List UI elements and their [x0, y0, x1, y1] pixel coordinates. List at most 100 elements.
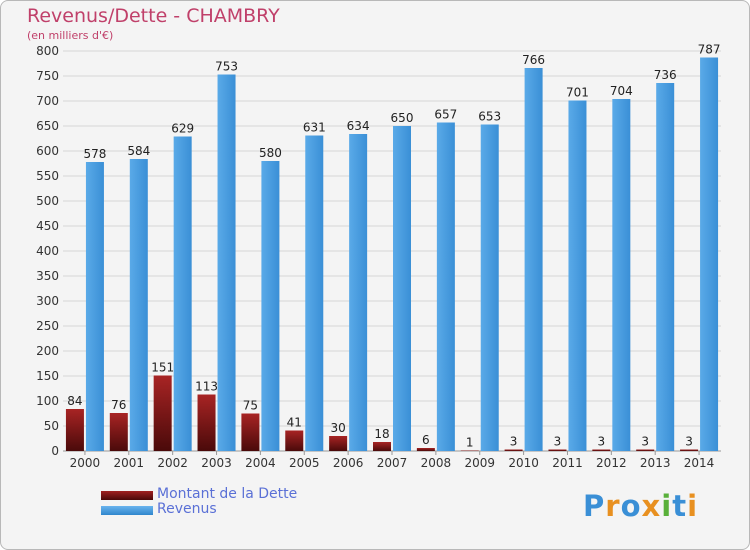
logo-letter: x	[641, 489, 662, 523]
bar-revenus	[568, 100, 587, 451]
proxiti-logo: Proxiti	[583, 489, 698, 523]
value-label-dette: 75	[243, 399, 258, 413]
logo-letter: o	[620, 489, 642, 523]
value-label-revenus: 584	[127, 144, 150, 158]
bar-chart: 0 50 100 150 200 250 300 350 400 450 500 550 600 650 7…	[36, 43, 721, 470]
gridlines	[63, 50, 721, 452]
value-label-dette: 18	[374, 427, 389, 441]
bar-dette	[416, 448, 435, 451]
x-tick-label: 2005	[289, 456, 320, 470]
bar-dette	[329, 436, 348, 451]
bar-revenus	[85, 162, 104, 451]
bar-revenus	[349, 134, 368, 451]
bar-dette	[504, 449, 523, 451]
bar-dette	[636, 449, 655, 451]
value-label-revenus: 701	[566, 86, 589, 100]
value-label-dette: 3	[641, 435, 649, 449]
value-label-dette: 1	[466, 436, 474, 450]
y-tick-label: 450	[36, 219, 59, 233]
y-tick-label: 550	[36, 169, 59, 183]
bar-revenus	[217, 74, 236, 451]
legend-swatch-revenus	[101, 506, 153, 515]
x-tick-label: 2004	[245, 456, 276, 470]
x-tick-label: 2009	[464, 456, 495, 470]
y-tick-label: 250	[36, 319, 59, 333]
bar-dette	[197, 394, 216, 451]
y-tick-label: 100	[36, 394, 59, 408]
x-tick-label: 2001	[114, 456, 145, 470]
y-tick-label: 50	[44, 419, 59, 433]
value-label-revenus: 787	[698, 43, 721, 57]
logo-letter: i	[687, 489, 699, 523]
y-tick-label: 800	[36, 44, 59, 58]
chart-title: Revenus/Dette - CHAMBRY	[27, 5, 280, 27]
x-tick-label: 2014	[684, 456, 715, 470]
bar-revenus	[656, 83, 675, 451]
bar-dette	[592, 449, 611, 451]
x-tick-label: 2002	[157, 456, 188, 470]
x-tick-label: 2003	[201, 456, 232, 470]
legend-label-dette: Montant de la Dette	[157, 486, 298, 502]
x-tick-label: 2013	[640, 456, 671, 470]
x-tick-label: 2008	[421, 456, 452, 470]
y-axis: 0 50 100 150 200 250 300 350 400 450 500 550 600 650 7…	[36, 44, 721, 458]
value-label-revenus: 580	[259, 146, 282, 160]
x-tick-label: 2012	[596, 456, 627, 470]
bar-dette	[65, 409, 84, 451]
value-label-revenus: 657	[434, 108, 457, 122]
value-label-dette: 3	[598, 435, 606, 449]
bar-revenus	[612, 99, 631, 451]
x-tick-label: 2011	[552, 456, 583, 470]
bar-dette	[460, 450, 479, 451]
bar-revenus	[129, 159, 148, 451]
y-tick-label: 500	[36, 194, 59, 208]
y-tick-label: 350	[36, 269, 59, 283]
legend-swatch-dette	[101, 491, 153, 500]
value-labels: 8457876584151629113753755804163130634186…	[67, 43, 720, 450]
logo-letter: r	[605, 489, 621, 523]
value-label-revenus: 578	[83, 147, 106, 161]
value-label-dette: 30	[330, 421, 345, 435]
value-label-dette: 6	[422, 433, 430, 447]
value-label-revenus: 736	[654, 68, 677, 82]
value-label-dette: 151	[151, 361, 174, 375]
value-label-dette: 3	[685, 435, 693, 449]
logo-letter: P	[583, 489, 606, 523]
bar-revenus	[436, 122, 455, 451]
value-label-dette: 3	[554, 435, 562, 449]
value-label-revenus: 650	[391, 111, 414, 125]
logo-letter: i	[661, 489, 673, 523]
y-tick-label: 700	[36, 94, 59, 108]
value-label-revenus: 629	[171, 122, 194, 136]
x-tick-label: 2007	[377, 456, 408, 470]
bar-revenus	[173, 136, 192, 451]
value-label-revenus: 753	[215, 60, 238, 74]
value-label-revenus: 634	[347, 119, 370, 133]
bar-dette	[285, 430, 304, 451]
x-tick-label: 2000	[70, 456, 101, 470]
bar-dette	[680, 449, 699, 451]
y-tick-label: 300	[36, 294, 59, 308]
legend-label-revenus: Revenus	[157, 501, 217, 517]
value-label-revenus: 631	[303, 121, 326, 135]
y-tick-label: 600	[36, 144, 59, 158]
value-label-revenus: 704	[610, 84, 633, 98]
bar-revenus	[305, 135, 324, 451]
x-tick-label: 2006	[333, 456, 364, 470]
y-tick-label: 750	[36, 69, 59, 83]
value-label-revenus: 653	[478, 110, 501, 124]
bar-revenus	[261, 161, 280, 451]
x-axis: 2000 2001 2002 2003 2004 2005 2006 2007 2008 2009…	[70, 451, 715, 470]
x-tick-label: 2010	[508, 456, 539, 470]
bar-dette	[548, 449, 567, 451]
chart-subtitle: (en milliers d'€)	[27, 29, 114, 42]
value-label-dette: 84	[67, 394, 82, 408]
bar-revenus	[700, 57, 719, 451]
value-label-dette: 3	[510, 435, 518, 449]
y-tick-label: 650	[36, 119, 59, 133]
bar-revenus	[480, 124, 499, 451]
bar-dette	[109, 413, 128, 451]
y-tick-label: 150	[36, 369, 59, 383]
y-tick-label: 200	[36, 344, 59, 358]
